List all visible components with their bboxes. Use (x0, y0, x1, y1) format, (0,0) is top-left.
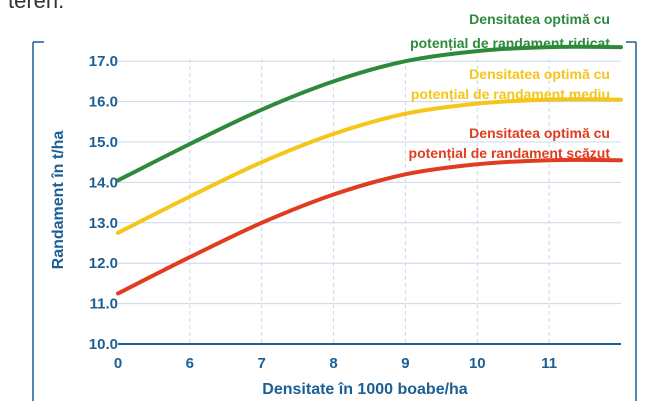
y-tick-label: 16.0 (89, 94, 118, 111)
y-axis-title: Randament în t/ha (50, 131, 67, 270)
x-tick-label: 0 (114, 355, 122, 372)
y-tick-label: 12.0 (89, 255, 118, 272)
y-tick-label: 17.0 (89, 53, 118, 70)
series-label: potențial de randament scăzut (409, 145, 611, 161)
series-label: Densitatea optimă cu (469, 11, 610, 27)
x-tick-label: 11 (541, 355, 557, 372)
x-tick-label: 9 (401, 355, 409, 372)
x-tick-label: 6 (186, 355, 194, 372)
series-line (116, 44, 623, 183)
y-tick-label: 15.0 (89, 134, 118, 151)
x-axis-title: Densitate în 1000 boabe/ha (262, 381, 468, 398)
y-tick-labels: 10.0 11.0 12.0 13.0 14.0 15.0 16.0 17.0 (89, 53, 118, 353)
y-tick-label: 11.0 (90, 296, 118, 313)
chart-frame (32, 41, 637, 401)
y-tick-label: 13.0 (89, 215, 118, 232)
x-tick-labels: 0 6 7 8 9 10 11 (114, 355, 557, 372)
x-tick-label: 10 (469, 355, 486, 372)
series-label: potențial de randament ridicat (410, 35, 610, 51)
series-labels: Densitatea optimă cu potențial de randame… (409, 11, 611, 161)
y-tick-label: 10.0 (89, 336, 118, 353)
series-line (116, 97, 623, 235)
series-label: potențial de randament mediu (411, 86, 610, 102)
series-line (116, 157, 623, 296)
series-label: Densitatea optimă cu (469, 125, 610, 141)
series-lines (116, 44, 623, 296)
series-label: Densitatea optimă cu (469, 66, 610, 82)
x-tick-label: 8 (329, 355, 337, 372)
x-tick-label: 7 (258, 355, 266, 372)
y-tick-label: 14.0 (89, 174, 118, 191)
cut-off-heading-text: teren. (8, 0, 64, 13)
